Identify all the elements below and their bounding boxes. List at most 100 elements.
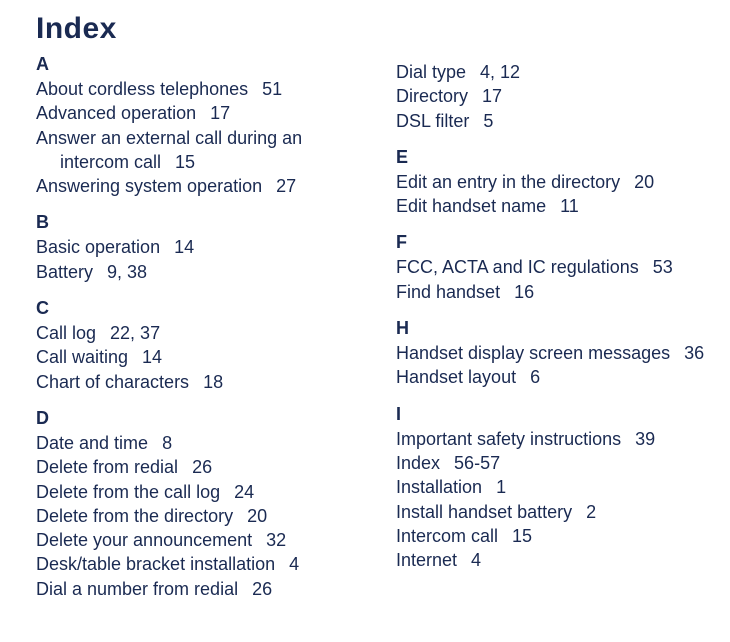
index-entry-term: Handset display screen messages (396, 343, 670, 363)
index-entry-pages: 26 (192, 457, 212, 477)
index-entry: Intercom call 15 (396, 524, 706, 548)
index-entry: Call waiting14 (36, 345, 356, 369)
index-entry: Installation 1 (396, 475, 706, 499)
index-entry-term: Edit handset name (396, 196, 546, 216)
index-entry: Edit handset name 11 (396, 194, 706, 218)
index-section-letter: B (36, 212, 356, 233)
index-column-right: Dial type4, 12Directory17DSL filter5EEdi… (396, 54, 706, 601)
index-section-letter: C (36, 298, 356, 319)
index-entry-term: Delete your announcement (36, 530, 252, 550)
index-entry-pages: 15 (175, 152, 195, 172)
index-section: D Date and time 8 Delete from redial 26 Delet… (36, 408, 356, 601)
index-section: EEdit an entry in the directory20Edit ha… (396, 147, 706, 219)
index-entry-pages: 5 (483, 111, 493, 131)
index-entry-term: Answering system operation (36, 176, 262, 196)
index-entry: Answer an external call during an interc… (36, 126, 356, 175)
index-entry-pages: 22, 37 (110, 323, 160, 343)
index-entry-term: Desk/table bracket installation (36, 554, 275, 574)
index-section-letter: D (36, 408, 356, 429)
index-entry-term: Call waiting (36, 347, 128, 367)
index-entry-pages: 1 (496, 477, 506, 497)
index-entry-term: About cordless telephones (36, 79, 248, 99)
index-entry: Answering system operation 27 (36, 174, 356, 198)
index-entry-pages: 4 (471, 550, 481, 570)
index-entry-term: Call log (36, 323, 96, 343)
index-entry: Edit an entry in the directory20 (396, 170, 706, 194)
index-section-letter: F (396, 232, 706, 253)
index-entry-term: Intercom call (396, 526, 498, 546)
index-entry-term: Chart of characters (36, 372, 189, 392)
page-title: Index (36, 12, 700, 46)
index-entry: Delete from the directory 20 (36, 504, 356, 528)
index-entry-term: Answer an external call during an interc… (36, 128, 302, 172)
index-entry-term: DSL filter (396, 111, 469, 131)
index-section-continuation: Dial type 4, 12Directory17 DSL filter 5 (396, 60, 706, 133)
index-entry-pages: 24 (234, 482, 254, 502)
index-entry-pages: 9, 38 (107, 262, 147, 282)
index-entry-pages: 2 (586, 502, 596, 522)
index-entry: Date and time 8 (36, 431, 356, 455)
index-entry-pages: 27 (276, 176, 296, 196)
index-entry-pages: 11 (560, 196, 579, 216)
index-entry: Handset display screen messages 36 (396, 341, 706, 365)
index-entry-term: Battery (36, 262, 93, 282)
index-entry: Handset layout6 (396, 365, 706, 389)
index-entry-pages: 17 (210, 103, 230, 123)
index-entry-term: Delete from the directory (36, 506, 233, 526)
index-section-letter: H (396, 318, 706, 339)
index-entry: Basic operation 14 (36, 235, 356, 259)
index-entry: Desk/table bracket installation4 (36, 552, 356, 576)
index-entry-term: Basic operation (36, 237, 160, 257)
index-section-letter: E (396, 147, 706, 168)
index-entry-pages: 14 (174, 237, 194, 257)
index-entry-pages: 39 (635, 429, 655, 449)
index-entry: Index 56-57 (396, 451, 706, 475)
index-entry-pages: 4, 12 (480, 62, 520, 82)
index-entry-pages: 36 (684, 343, 704, 363)
index-columns: AAbout cordless telephones51Advanced ope… (36, 54, 700, 601)
index-entry-term: Index (396, 453, 440, 473)
index-entry-term: Important safety instructions (396, 429, 621, 449)
index-entry: Important safety instructions 39 (396, 427, 706, 451)
index-entry-pages: 8 (162, 433, 172, 453)
index-entry-pages: 32 (266, 530, 286, 550)
index-entry-pages: 26 (252, 579, 272, 599)
index-section: FFCC, ACTA and IC regulations53Find hand… (396, 232, 706, 304)
index-entry: Find handset 16 (396, 280, 706, 304)
index-entry: Dial type 4, 12 (396, 60, 706, 84)
index-section: I Important safety instructions 39 Index 56-… (396, 404, 706, 573)
index-entry-pages: 53 (653, 257, 673, 277)
index-entry-term: Advanced operation (36, 103, 196, 123)
index-entry-term: Handset layout (396, 367, 516, 387)
index-section: HHandset display screen messages36Handse… (396, 318, 706, 390)
index-section-letter: A (36, 54, 356, 75)
index-section: B Basic operation 14 Battery 9, 38 (36, 212, 356, 284)
index-entry: Dial a number from redial 26 (36, 577, 356, 601)
index-entry-term: Internet (396, 550, 457, 570)
index-entry-pages: 20 (634, 172, 654, 192)
index-entry: Internet 4 (396, 548, 706, 572)
index-entry-pages: 56-57 (454, 453, 500, 473)
index-section-letter: I (396, 404, 706, 425)
index-section: CCall log22, 37Call waiting14Chart of ch… (36, 298, 356, 394)
index-entry-term: Find handset (396, 282, 500, 302)
index-entry-pages: 20 (247, 506, 267, 526)
index-entry-term: Delete from the call log (36, 482, 220, 502)
index-entry-pages: 16 (514, 282, 534, 302)
index-entry-pages: 51 (262, 79, 282, 99)
index-entry: Delete your announcement 32 (36, 528, 356, 552)
index-entry-term: Dial a number from redial (36, 579, 238, 599)
index-entry-term: Date and time (36, 433, 148, 453)
index-entry-term: Dial type (396, 62, 466, 82)
index-entry-pages: 15 (512, 526, 532, 546)
index-entry: FCC, ACTA and IC regulations53 (396, 255, 706, 279)
index-entry: DSL filter 5 (396, 109, 706, 133)
index-entry-term: Installation (396, 477, 482, 497)
index-entry: Install handset battery2 (396, 500, 706, 524)
index-entry-pages: 18 (203, 372, 223, 392)
index-entry: Chart of characters 18 (36, 370, 356, 394)
index-section: A About cordless telephones 51 Advanced ope… (36, 54, 356, 198)
index-column-left: A About cordless telephones 51 Advanced ope… (36, 54, 356, 601)
index-entry: Directory17 (396, 84, 706, 108)
index-entry-term: Delete from redial (36, 457, 178, 477)
